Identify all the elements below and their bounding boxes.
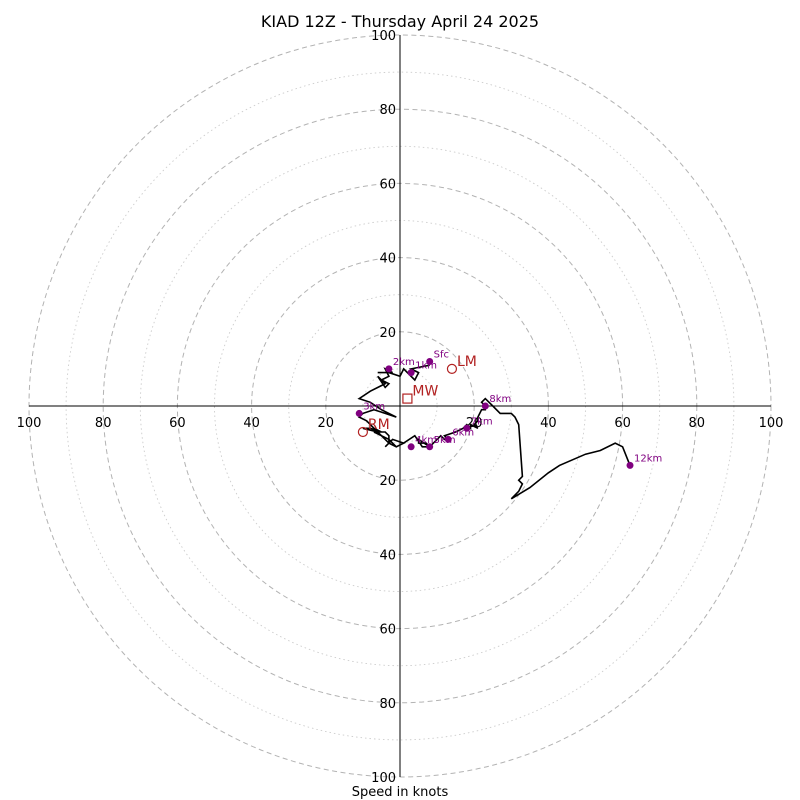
motion-marker-label: LM (457, 354, 477, 370)
y-tick-label: 100 (371, 771, 396, 786)
x-tick-label: 60 (614, 416, 631, 431)
height-marker-label: 6km (452, 427, 474, 438)
chart-title: KIAD 12Z - Thursday April 24 2025 (261, 12, 539, 31)
y-tick-label: 60 (379, 623, 396, 638)
y-tick-label: 100 (371, 29, 396, 44)
x-tick-label: 80 (95, 416, 112, 431)
height-marker-label: Sfc (434, 349, 449, 360)
storm-motion-marker (446, 363, 458, 374)
y-tick-label: 20 (379, 326, 396, 341)
tick-labels: 100 80 60 40 20 20 40 60 80 100100806040202040608… (17, 29, 784, 786)
motion-marker-label: RM (368, 417, 390, 433)
height-marker-label: 4km (415, 435, 437, 446)
height-marker-dot (426, 443, 434, 451)
storm-motion-marker (357, 426, 368, 438)
y-tick-label: 60 (379, 177, 396, 192)
y-tick-label: 80 (379, 697, 396, 712)
height-marker-dot (481, 402, 489, 410)
x-tick-label: 20 (318, 416, 335, 431)
axes (29, 35, 771, 777)
height-marker-label: 12km (634, 453, 662, 464)
height-marker-label: 5km (434, 435, 456, 446)
height-marker-dot (385, 365, 393, 373)
height-marker-dot (407, 443, 415, 451)
height-marker-dot (444, 435, 452, 443)
height-marker-dot (355, 409, 363, 417)
height-marker-label: 7km (471, 416, 493, 427)
height-marker-dot (463, 424, 471, 432)
x-tick-label: 100 (17, 416, 42, 431)
height-marker-dot (426, 357, 434, 365)
height-marker-label: 8km (489, 394, 511, 405)
x-axis-label: Speed in knots (352, 785, 449, 800)
x-tick-label: 40 (540, 416, 557, 431)
y-tick-label: 80 (379, 103, 396, 118)
x-tick-label: 100 (759, 416, 784, 431)
height-marker-label: 1km (415, 361, 437, 372)
height-marker-label: 2km (393, 357, 415, 368)
height-marker-label: 3km (363, 401, 385, 412)
y-tick-label: 20 (379, 474, 396, 489)
hodograph-line (357, 364, 631, 500)
y-tick-label: 40 (379, 252, 396, 267)
x-tick-label: 80 (689, 416, 706, 431)
mean-wind-marker (402, 393, 413, 404)
storm-motion-markers: LM RM MW (357, 354, 477, 438)
height-marker-dot (626, 461, 634, 469)
hodograph-trace (357, 364, 631, 500)
y-tick-label: 40 (379, 548, 396, 563)
height-marker-dot (407, 369, 415, 377)
x-tick-label: 40 (243, 416, 260, 431)
motion-marker-label: MW (412, 384, 438, 400)
x-tick-label: 60 (169, 416, 186, 431)
